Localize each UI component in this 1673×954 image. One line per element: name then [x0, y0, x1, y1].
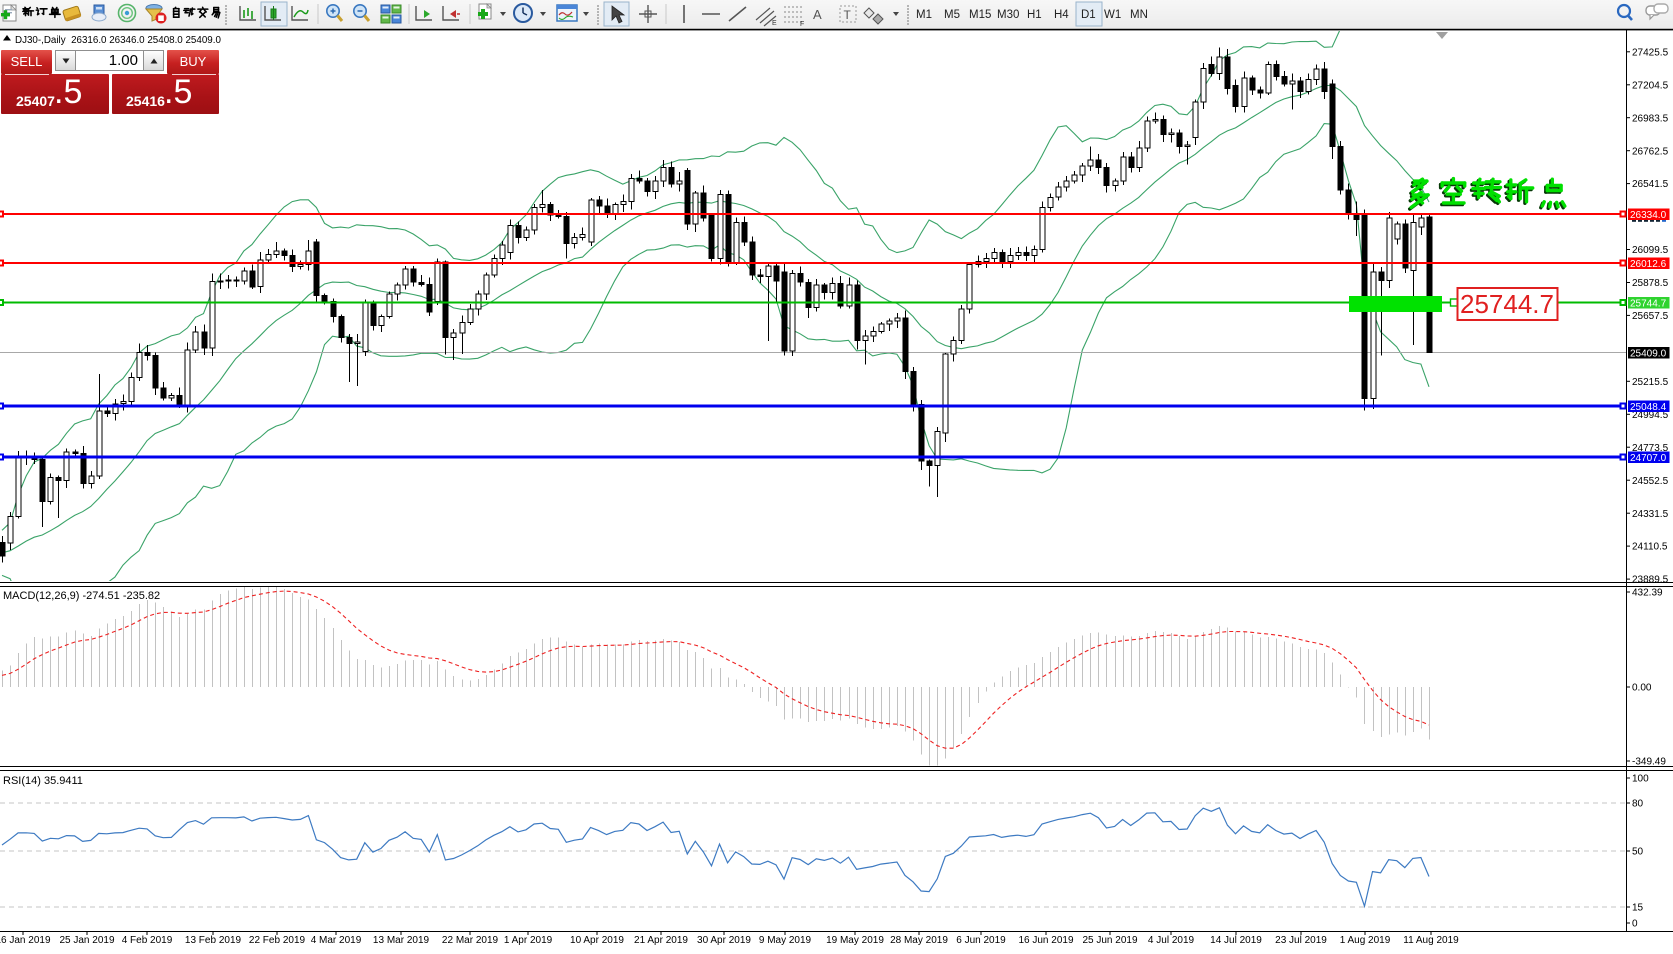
svg-text:W1: W1: [1104, 9, 1121, 21]
svg-text:30 Apr 2019: 30 Apr 2019: [697, 935, 751, 946]
svg-text:11 Aug 2019: 11 Aug 2019: [1403, 935, 1459, 946]
svg-text:RSI(14) 35.9411: RSI(14) 35.9411: [3, 775, 83, 787]
svg-text:H1: H1: [1027, 9, 1042, 21]
svg-text:4 Mar 2019: 4 Mar 2019: [311, 935, 362, 946]
svg-text:14 Jul 2019: 14 Jul 2019: [1210, 935, 1262, 946]
svg-text:28 May 2019: 28 May 2019: [890, 935, 948, 946]
svg-text:24110.5: 24110.5: [1632, 542, 1668, 553]
svg-text:13 Feb 2019: 13 Feb 2019: [185, 935, 242, 946]
svg-text:DJ30-,Daily 26316.0 26346.0 2: DJ30-,Daily 26316.0 26346.0 25408.0 2540…: [15, 35, 221, 46]
svg-text:23 Jul 2019: 23 Jul 2019: [1275, 935, 1327, 946]
svg-text:25 Jan 2019: 25 Jan 2019: [59, 935, 114, 946]
svg-text:25409.0: 25409.0: [1630, 348, 1667, 359]
svg-text:22 Mar 2019: 22 Mar 2019: [442, 935, 499, 946]
svg-text:26099.5: 26099.5: [1632, 245, 1669, 256]
svg-text:26541.5: 26541.5: [1632, 179, 1669, 190]
svg-text:24707.0: 24707.0: [1630, 453, 1667, 464]
svg-text:D1: D1: [1081, 9, 1096, 21]
svg-text:H4: H4: [1054, 9, 1069, 21]
svg-text:25744.7: 25744.7: [1630, 298, 1667, 309]
svg-text:T: T: [844, 8, 852, 22]
svg-text:M15: M15: [969, 9, 991, 21]
svg-text:15: 15: [1632, 903, 1644, 914]
svg-text:M30: M30: [997, 9, 1019, 21]
svg-text:25744.7: 25744.7: [1460, 289, 1554, 319]
svg-text:0: 0: [1632, 919, 1638, 930]
svg-text:26012.6: 26012.6: [1630, 259, 1667, 270]
svg-text:1 Apr 2019: 1 Apr 2019: [504, 935, 553, 946]
svg-text:M5: M5: [944, 9, 960, 21]
svg-text:16 Jun 2019: 16 Jun 2019: [1018, 935, 1073, 946]
svg-text:M1: M1: [916, 9, 932, 21]
svg-text:100: 100: [1632, 774, 1649, 785]
svg-text:50: 50: [1632, 847, 1644, 858]
svg-text:MN: MN: [1130, 9, 1148, 21]
svg-text:23889.5: 23889.5: [1632, 575, 1669, 586]
svg-text:25878.5: 25878.5: [1632, 278, 1669, 289]
svg-text:0.00: 0.00: [1632, 683, 1652, 694]
svg-text:6 Jun 2019: 6 Jun 2019: [956, 935, 1006, 946]
svg-text:22 Feb 2019: 22 Feb 2019: [249, 935, 306, 946]
svg-text:13 Mar 2019: 13 Mar 2019: [373, 935, 430, 946]
svg-text:24331.5: 24331.5: [1632, 509, 1669, 520]
svg-text:25215.5: 25215.5: [1632, 377, 1669, 388]
svg-text:26983.5: 26983.5: [1632, 113, 1669, 124]
svg-text:-349.49: -349.49: [1632, 757, 1666, 768]
svg-text:25657.5: 25657.5: [1632, 311, 1669, 322]
svg-text:1 Aug 2019: 1 Aug 2019: [1340, 935, 1391, 946]
svg-text:26762.5: 26762.5: [1632, 146, 1669, 157]
svg-text:4 Feb 2019: 4 Feb 2019: [122, 935, 173, 946]
svg-text:16 Jan 2019: 16 Jan 2019: [0, 935, 51, 946]
svg-text:24552.5: 24552.5: [1632, 476, 1669, 487]
svg-text:MACD(12,26,9) -274.51 -235.82: MACD(12,26,9) -274.51 -235.82: [3, 590, 160, 602]
svg-text:21 Apr 2019: 21 Apr 2019: [634, 935, 688, 946]
svg-text:27204.5: 27204.5: [1632, 80, 1669, 91]
svg-text:24773.5: 24773.5: [1632, 443, 1669, 454]
svg-text:27425.5: 27425.5: [1632, 47, 1669, 58]
svg-text:F: F: [800, 21, 804, 28]
svg-text:4 Jul 2019: 4 Jul 2019: [1148, 935, 1195, 946]
svg-text:80: 80: [1632, 799, 1644, 810]
svg-text:25 Jun 2019: 25 Jun 2019: [1082, 935, 1137, 946]
svg-text:A: A: [813, 7, 822, 22]
svg-text:9 May 2019: 9 May 2019: [759, 935, 812, 946]
svg-text:E: E: [772, 20, 777, 27]
svg-text:10 Apr 2019: 10 Apr 2019: [570, 935, 624, 946]
svg-text:24994.5: 24994.5: [1632, 410, 1669, 421]
svg-text:26334.0: 26334.0: [1630, 210, 1667, 221]
svg-text:25048.4: 25048.4: [1630, 402, 1667, 413]
svg-text:19 May 2019: 19 May 2019: [826, 935, 884, 946]
svg-text:432.39: 432.39: [1632, 588, 1663, 599]
